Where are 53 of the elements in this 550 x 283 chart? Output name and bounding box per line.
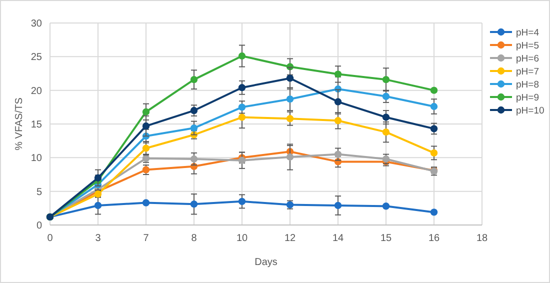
point [238,198,246,206]
legend-label: pH=6 [516,53,539,64]
legend-label: pH=9 [516,92,539,104]
point [286,95,294,103]
y-tick-label: 15 [30,120,42,130]
point [430,208,438,216]
point [430,86,438,94]
point [382,128,390,136]
legend-label: pH=7 [516,66,539,78]
y-tick-label: 30 [30,18,42,30]
x-axis-title: Days [254,257,278,268]
x-tick-label: 10 [236,233,248,244]
legend-label: pH=8 [516,79,539,90]
legend-label: pH=5 [516,40,539,52]
legend-label: pH=10 [516,105,544,116]
point [238,84,246,92]
point [190,76,198,84]
point [238,104,246,111]
point [334,202,342,210]
x-tick-label: 14 [332,233,344,244]
point [430,125,438,132]
point [430,149,438,157]
point [190,106,198,114]
x-tick-label: 12 [284,233,296,244]
x-tick-label: 7 [143,233,150,244]
x-tick-label: 0 [47,233,54,244]
point [382,76,390,84]
x-tick-label: 16 [428,233,440,244]
point [94,174,102,182]
y-tick-label: 5 [36,186,42,198]
point [142,144,150,152]
point [430,102,438,110]
point [286,115,294,122]
point [94,202,102,210]
y-tick-label: 10 [30,153,42,164]
y-tick-label: 25 [30,52,42,64]
x-tick-label: 18 [476,233,488,244]
point [238,156,246,164]
point [334,117,342,124]
point [238,52,246,60]
point [382,202,390,210]
point [286,153,294,161]
x-tick-label: 8 [191,233,198,244]
x-tick-label: 3 [95,233,102,244]
y-tick-label: 0 [36,220,42,232]
x-tick-label: 15 [380,233,392,244]
point [190,155,198,163]
legend-label: pH=4 [516,27,539,38]
point [142,199,150,206]
y-axis-title: % VFAS/TS [14,97,25,150]
y-tick-label: 20 [30,86,42,97]
point [334,98,342,106]
point [190,200,198,208]
